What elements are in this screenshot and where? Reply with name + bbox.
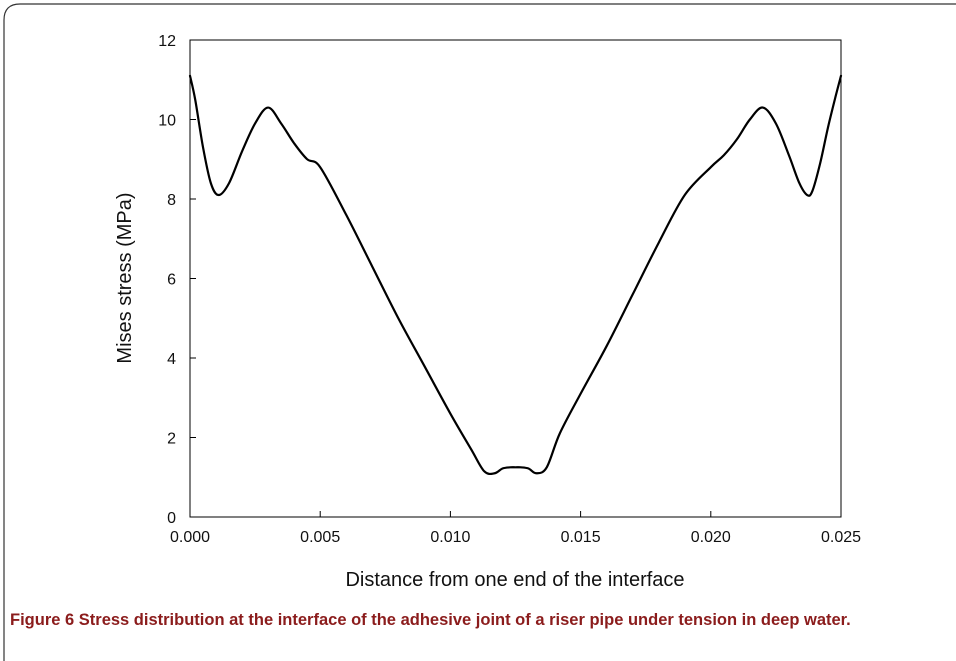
y-tick-label: 8: [167, 192, 176, 209]
y-tick-label: 4: [167, 351, 176, 368]
y-tick-label: 6: [167, 272, 176, 289]
figure-caption: Figure 6 Stress distribution at the inte…: [10, 608, 940, 632]
y-tick-label: 10: [158, 113, 176, 130]
line-chart: 0 2 4 6 8 10 12 0.000 0.005 0.010 0.015 0.020 0.025…: [114, 33, 861, 591]
x-tick-label: 0.010: [430, 529, 470, 546]
x-tick-label: 0.020: [691, 529, 731, 546]
y-tick-label: 0: [167, 510, 176, 527]
plot-area: [189, 39, 842, 518]
x-tick-label: 0.000: [170, 529, 210, 546]
y-tick-label: 2: [167, 431, 176, 448]
x-tick-label: 0.015: [561, 529, 601, 546]
figure-caption-text: Stress distribution at the interface of …: [74, 611, 851, 629]
x-tick-label: 0.005: [300, 529, 340, 546]
figure-caption-label: Figure 6: [10, 611, 75, 629]
y-axis-label: Mises stress (MPa): [114, 192, 136, 363]
series-line: [188, 74, 843, 476]
panel-border: [3, 3, 956, 661]
x-tick-label: 0.025: [821, 529, 861, 546]
x-axis-ticks: 0.000 0.005 0.010 0.015 0.020 0.025: [170, 511, 861, 546]
y-tick-label: 12: [158, 33, 176, 50]
y-axis-ticks: 0 2 4 6 8 10 12: [158, 33, 196, 527]
x-axis-label: Distance from one end of the interface: [345, 569, 684, 591]
